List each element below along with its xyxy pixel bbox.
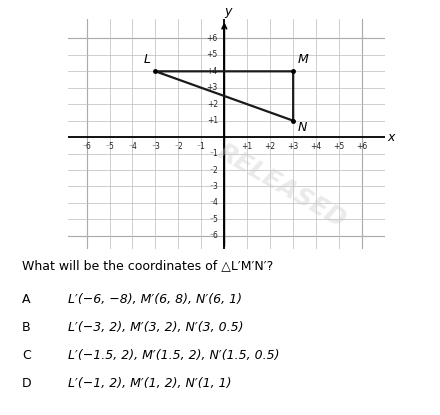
Text: ⁻3: ⁻3: [151, 142, 160, 151]
Text: +3: +3: [288, 142, 299, 151]
Text: A: A: [22, 293, 30, 305]
Text: +1: +1: [207, 116, 218, 125]
Text: +2: +2: [264, 142, 276, 151]
Text: ⁻2: ⁻2: [174, 142, 183, 151]
Text: RELEASED: RELEASED: [213, 140, 350, 233]
Text: +6: +6: [207, 34, 218, 43]
Text: y: y: [224, 5, 231, 18]
Text: ⁻6: ⁻6: [209, 231, 218, 240]
Text: +3: +3: [207, 83, 218, 92]
Text: ⁻4: ⁻4: [209, 198, 218, 208]
Text: What will be the coordinates of △L′M′N′?: What will be the coordinates of △L′M′N′?: [22, 259, 273, 272]
Text: x: x: [387, 131, 395, 144]
Text: M: M: [298, 53, 308, 66]
Text: L′(−1, 2), M′(1, 2), N′(1, 1): L′(−1, 2), M′(1, 2), N′(1, 1): [68, 377, 232, 390]
Text: N: N: [298, 122, 307, 134]
Text: +5: +5: [334, 142, 345, 151]
Text: +1: +1: [242, 142, 253, 151]
Text: L′(−1.5, 2), M′(1.5, 2), N′(1.5, 0.5): L′(−1.5, 2), M′(1.5, 2), N′(1.5, 0.5): [68, 349, 280, 362]
Text: ⁻2: ⁻2: [209, 166, 218, 175]
Text: ⁻5: ⁻5: [105, 142, 114, 151]
Text: ⁻6: ⁻6: [82, 142, 91, 151]
Text: L: L: [144, 53, 151, 66]
Text: L′(−3, 2), M′(3, 2), N′(3, 0.5): L′(−3, 2), M′(3, 2), N′(3, 0.5): [68, 321, 244, 334]
Text: +6: +6: [356, 142, 368, 151]
Text: +4: +4: [207, 67, 218, 76]
Text: ⁻4: ⁻4: [128, 142, 137, 151]
Text: L′(−6, −8), M′(6, 8), N′(6, 1): L′(−6, −8), M′(6, 8), N′(6, 1): [68, 293, 242, 305]
Text: ⁻1: ⁻1: [197, 142, 206, 151]
Text: ⁻1: ⁻1: [209, 149, 218, 158]
Text: ⁻5: ⁻5: [209, 215, 218, 224]
Text: +4: +4: [311, 142, 322, 151]
Text: +2: +2: [207, 100, 218, 109]
Text: B: B: [22, 321, 31, 334]
Text: +5: +5: [207, 50, 218, 59]
Text: D: D: [22, 377, 32, 390]
Text: C: C: [22, 349, 31, 362]
Text: ⁻3: ⁻3: [209, 182, 218, 191]
